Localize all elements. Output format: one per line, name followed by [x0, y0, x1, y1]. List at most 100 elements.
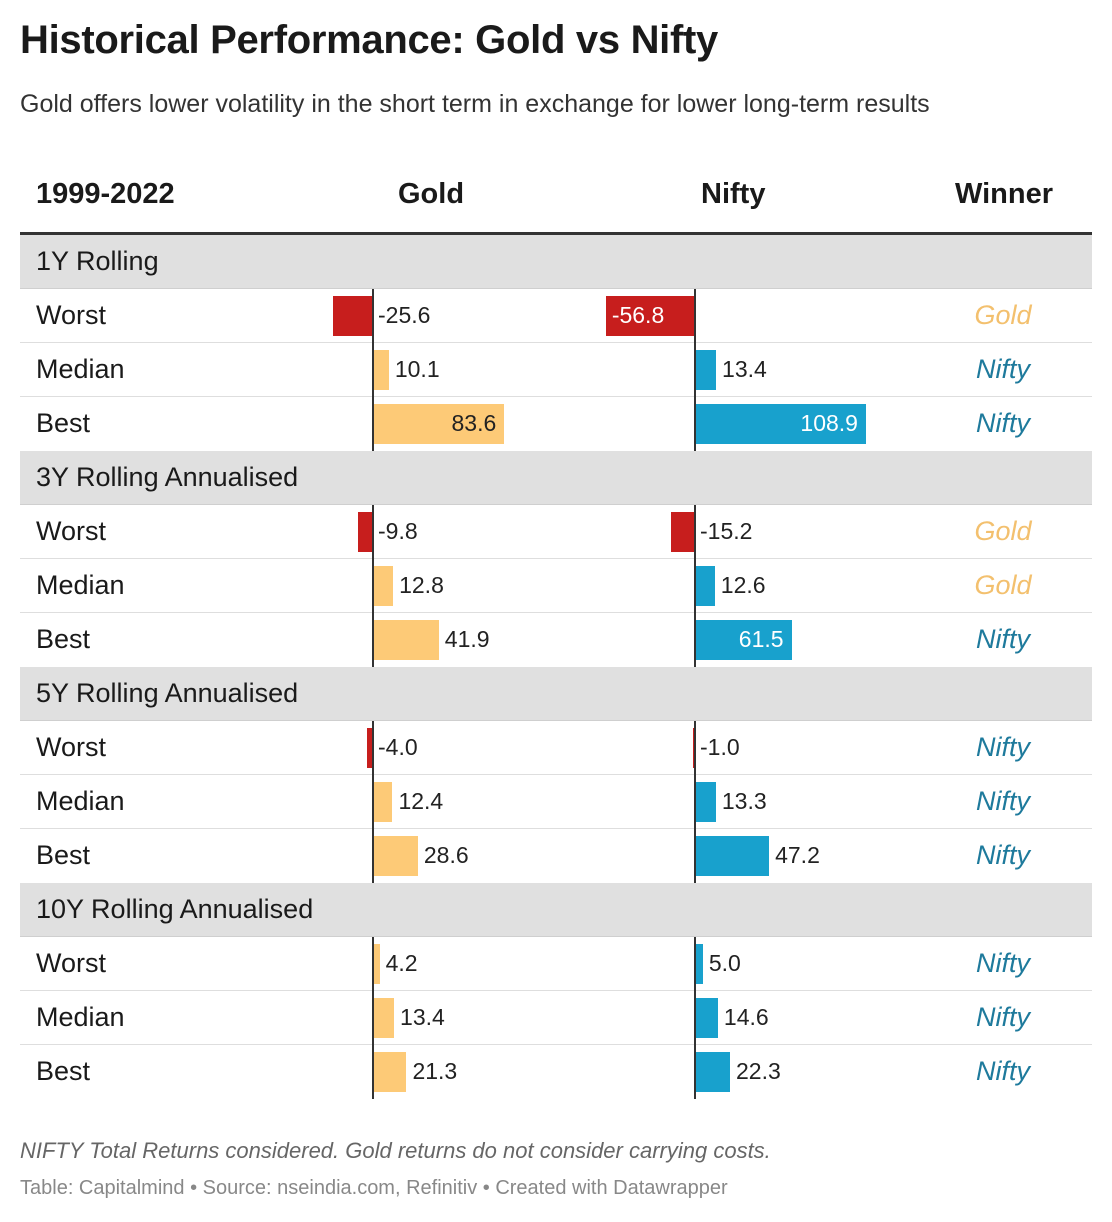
table-row: Best 21.3 22.3 Nifty [20, 1045, 1092, 1099]
gold-axis-line [372, 559, 374, 613]
nifty-axis-line [694, 829, 696, 883]
nifty-bar [695, 404, 866, 444]
row-label: Median [36, 354, 125, 384]
row-label: Worst [36, 732, 107, 762]
group-title: 1Y Rolling [36, 246, 159, 276]
nifty-axis-line [694, 397, 696, 451]
nifty-axis-line [694, 343, 696, 397]
nifty-bar [695, 944, 703, 984]
gold-bar [373, 836, 418, 876]
gold-axis-line [372, 1045, 374, 1099]
gold-value-label: -9.8 [378, 518, 418, 544]
gold-axis-line [372, 613, 374, 667]
group-header: 10Y Rolling Annualised [20, 883, 1092, 937]
winner-label: Gold [974, 516, 1032, 546]
row-label: Best [36, 840, 91, 870]
winner-label: Nifty [976, 732, 1030, 762]
nifty-value-label: 5.0 [708, 950, 741, 976]
gold-value-label: 83.6 [451, 410, 497, 436]
header-nifty: Nifty [701, 178, 766, 210]
gold-axis-line [372, 505, 374, 559]
nifty-axis-line [694, 1045, 696, 1099]
gold-value-label: 4.2 [385, 950, 418, 976]
nifty-value-label: -56.8 [611, 302, 665, 328]
gold-value-label: 41.9 [444, 626, 490, 652]
chart-title: Historical Performance: Gold vs Nifty [20, 18, 718, 62]
winner-label: Nifty [976, 1056, 1030, 1086]
footer-credits: Table: Capitalmind • Source: nseindia.co… [20, 1177, 728, 1199]
gold-value-label: 13.4 [400, 1004, 445, 1030]
gold-bar [366, 728, 373, 768]
nifty-axis-line [694, 559, 696, 613]
group-header: 5Y Rolling Annualised [20, 667, 1092, 721]
row-label: Median [36, 570, 125, 600]
gold-axis-line [372, 397, 374, 451]
table-row: Worst -25.6 -56.8 Gold [20, 289, 1092, 343]
winner-label: Nifty [976, 354, 1030, 384]
gold-bar [357, 512, 373, 552]
nifty-value-label: 22.3 [736, 1058, 781, 1084]
winner-label: Nifty [976, 624, 1030, 654]
winner-label: Gold [974, 570, 1032, 600]
gold-bar [373, 998, 395, 1038]
nifty-value-label: 14.6 [723, 1004, 769, 1030]
group-title: 5Y Rolling Annualised [36, 678, 299, 708]
row-label: Best [36, 408, 91, 438]
table-row: Worst -4.0 -1.0 Nifty [20, 721, 1092, 775]
footer-note: NIFTY Total Returns considered. Gold ret… [20, 1138, 771, 1163]
winner-label: Nifty [976, 786, 1030, 816]
gold-axis-line [372, 343, 374, 397]
gold-axis-line [372, 829, 374, 883]
gold-bar [373, 404, 505, 444]
winner-label: Nifty [976, 948, 1030, 978]
gold-value-label: -4.0 [378, 734, 418, 760]
gold-axis-line [372, 721, 374, 775]
table-row: Median 12.4 13.3 Nifty [20, 775, 1092, 829]
table-row: Worst -9.8 -15.2 Gold [20, 505, 1092, 559]
winner-label: Nifty [976, 840, 1030, 870]
gold-axis-line [372, 991, 374, 1045]
gold-axis-line [372, 775, 374, 829]
nifty-bar [695, 1052, 730, 1092]
nifty-value-label: 47.2 [775, 842, 820, 868]
data-table: 1Y Rolling Worst -25.6 -56.8 Gold Median 10.1 1… [20, 235, 1092, 1099]
gold-axis-line [372, 289, 374, 343]
nifty-bar [695, 782, 716, 822]
nifty-axis-line [694, 937, 696, 991]
nifty-value-label: 13.4 [722, 356, 767, 382]
nifty-axis-line [694, 775, 696, 829]
table-row: Median 12.8 12.6 Gold [20, 559, 1092, 613]
header-winner: Winner [955, 178, 1054, 210]
nifty-axis-line [694, 991, 696, 1045]
gold-bar [373, 566, 394, 606]
winner-label: Nifty [976, 1002, 1030, 1032]
row-label: Best [36, 1056, 91, 1086]
gold-value-label: -25.6 [378, 302, 431, 328]
nifty-bar [695, 998, 718, 1038]
group-header: 3Y Rolling Annualised [20, 451, 1092, 505]
group-title: 10Y Rolling Annualised [36, 894, 314, 924]
gold-bar [373, 782, 393, 822]
row-label: Best [36, 624, 91, 654]
row-label: Median [36, 786, 125, 816]
header-period: 1999-2022 [36, 178, 175, 210]
table-row: Median 13.4 14.6 Nifty [20, 991, 1092, 1045]
nifty-axis-line [694, 289, 696, 343]
nifty-value-label: 12.6 [720, 572, 766, 598]
row-label: Median [36, 1002, 125, 1032]
nifty-value-label: 108.9 [800, 410, 858, 436]
gold-bar [373, 1052, 407, 1092]
table-row: Median 10.1 13.4 Nifty [20, 343, 1092, 397]
header-gold: Gold [398, 178, 465, 210]
row-label: Worst [36, 300, 107, 330]
gold-value-label: 21.3 [412, 1058, 458, 1084]
group-header: 1Y Rolling [20, 235, 1092, 289]
nifty-bar [671, 512, 695, 552]
nifty-axis-line [694, 613, 696, 667]
table-row: Worst 4.2 5.0 Nifty [20, 937, 1092, 991]
winner-label: Nifty [976, 408, 1030, 438]
nifty-bar [695, 620, 792, 660]
group-title: 3Y Rolling Annualised [36, 462, 299, 492]
gold-bar [373, 350, 389, 390]
nifty-axis-line [694, 721, 696, 775]
